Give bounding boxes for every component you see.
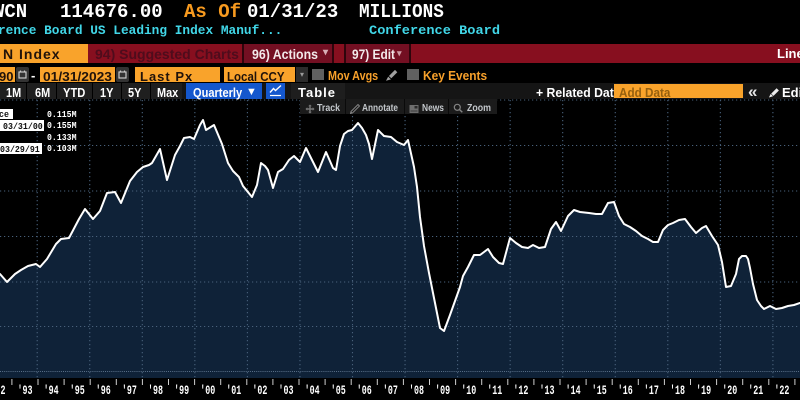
svg-text:'13: '13 [540, 383, 555, 398]
svg-text:'08: '08 [409, 383, 424, 398]
svg-text:'10: '10 [461, 383, 476, 398]
svg-text:'05: '05 [331, 383, 346, 398]
svg-text:'94: '94 [44, 383, 59, 398]
svg-text:'95: '95 [70, 383, 85, 398]
svg-text:'92: '92 [0, 383, 6, 398]
svg-text:'16: '16 [618, 383, 633, 398]
svg-text:'22: '22 [774, 383, 789, 398]
svg-text:'14: '14 [566, 383, 581, 398]
svg-text:'03: '03 [279, 383, 294, 398]
svg-text:'93: '93 [18, 383, 33, 398]
svg-text:'21: '21 [748, 383, 763, 398]
svg-text:'12: '12 [513, 383, 528, 398]
svg-text:'17: '17 [644, 383, 659, 398]
svg-text:'02: '02 [252, 383, 267, 398]
svg-text:'07: '07 [383, 383, 398, 398]
svg-text:'04: '04 [305, 383, 320, 398]
svg-text:'00: '00 [200, 383, 215, 398]
svg-text:'98: '98 [148, 383, 163, 398]
svg-text:'96: '96 [96, 383, 111, 398]
svg-text:'15: '15 [592, 383, 607, 398]
svg-text:'11: '11 [487, 383, 502, 398]
svg-text:'99: '99 [174, 383, 189, 398]
svg-text:'97: '97 [122, 383, 137, 398]
svg-text:'01: '01 [226, 383, 241, 398]
svg-text:'06: '06 [357, 383, 372, 398]
svg-text:'19: '19 [696, 383, 711, 398]
svg-text:'20: '20 [722, 383, 737, 398]
svg-text:'18: '18 [670, 383, 685, 398]
svg-text:'09: '09 [435, 383, 450, 398]
